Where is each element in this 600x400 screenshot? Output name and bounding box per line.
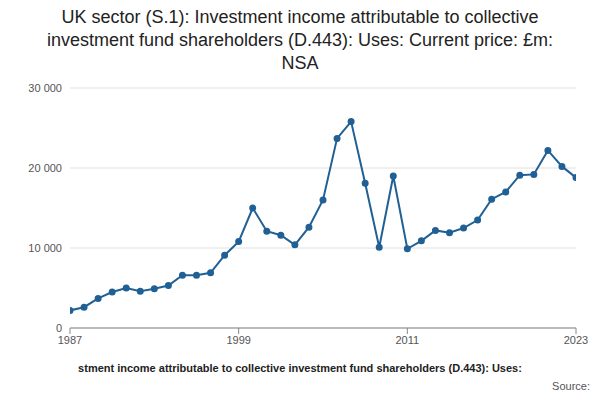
svg-text:10 000: 10 000 — [28, 242, 62, 254]
svg-text:2023: 2023 — [564, 334, 588, 346]
svg-text:20 000: 20 000 — [28, 162, 62, 174]
html-text:Source:: Source: — [552, 380, 590, 392]
svg-text:1999: 1999 — [226, 334, 250, 346]
svg-text:0: 0 — [56, 322, 62, 334]
svg-text:1987: 1987 — [58, 334, 82, 346]
html-text:UK sector (S.1): Investment in: UK sector (S.1): Investment income attri… — [46, 7, 554, 73]
svg-text:2011: 2011 — [396, 334, 420, 346]
html-text:stment income attributable to: stment income attributable to collective… — [78, 362, 522, 374]
svg-text:30 000: 30 000 — [28, 82, 62, 94]
